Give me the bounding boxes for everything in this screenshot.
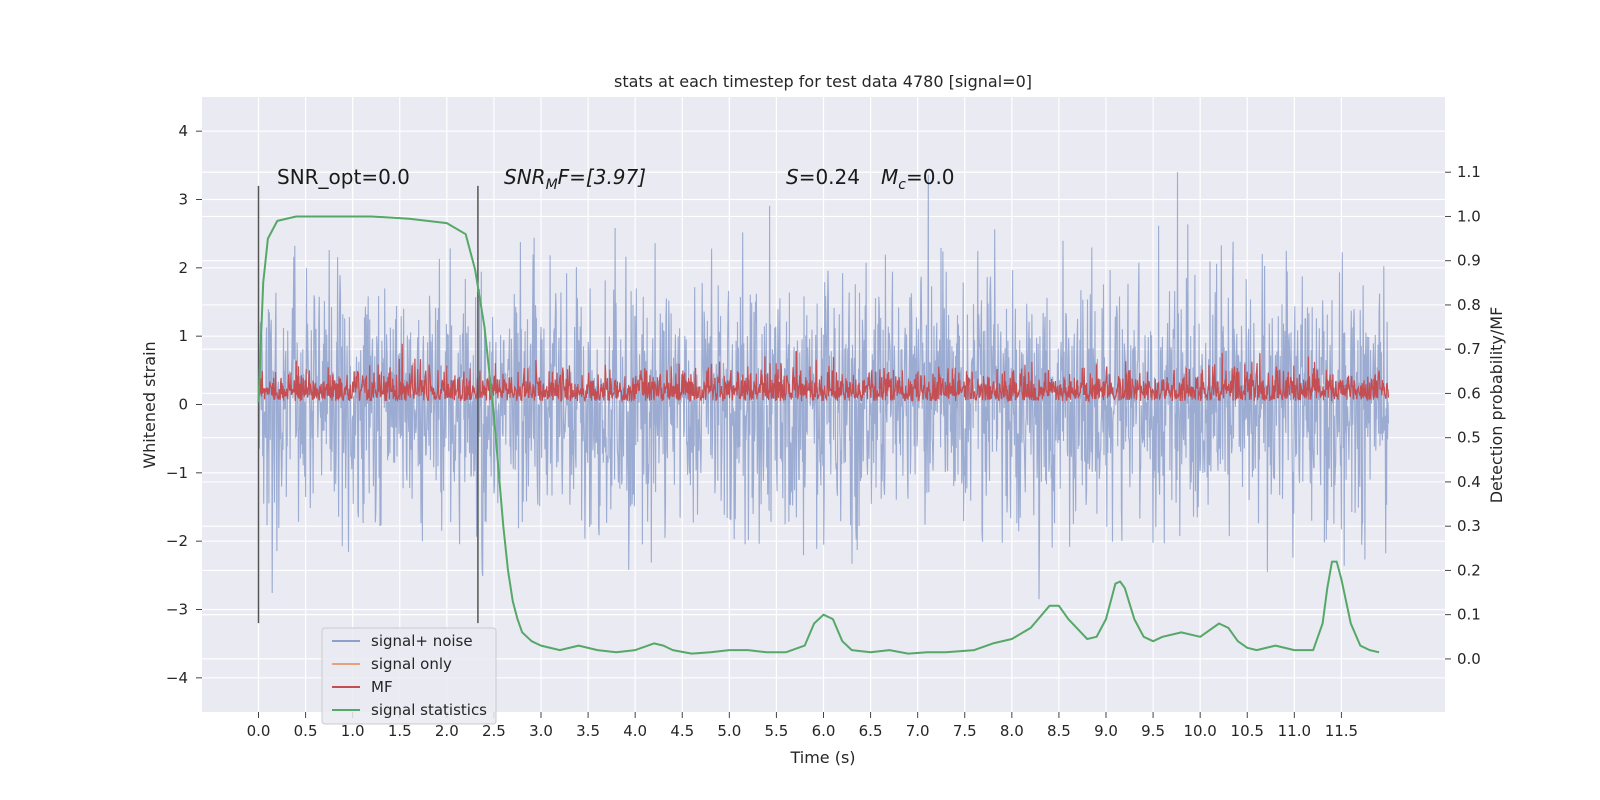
- mf-line: [257, 343, 1390, 403]
- y-tick-label: −2: [166, 532, 188, 550]
- x-tick-label: 7.5: [953, 722, 977, 740]
- legend: signal+ noise signal only MF signal stat…: [321, 627, 497, 725]
- y2-axis-label: Detection probability/MF: [1487, 307, 1506, 504]
- x-tick-label: 10.0: [1183, 722, 1216, 740]
- x-axis-label: Time (s): [789, 748, 855, 767]
- legend-label-signal-noise: signal+ noise: [371, 632, 473, 650]
- y2-tick-label: 0.6: [1457, 384, 1481, 402]
- y-tick-label: −1: [166, 464, 188, 482]
- x-tick-label: 1.0: [341, 722, 365, 740]
- y2-tick-label: 0.2: [1457, 561, 1481, 579]
- annotation-s-value: =0.24: [799, 165, 860, 189]
- y-axis-ticks: 4 3 2 1 0 −1 −2 −3 −4: [166, 122, 202, 687]
- x-tick-label: 5.5: [764, 722, 788, 740]
- x-tick-label: 4.0: [623, 722, 647, 740]
- y-tick-label: 0: [178, 396, 188, 414]
- signal-statistics-series: [257, 215, 1380, 655]
- y-tick-label: 3: [178, 191, 188, 209]
- y2-tick-label: 0.0: [1457, 650, 1481, 668]
- x-tick-label: 4.5: [670, 722, 694, 740]
- y2-tick-label: 1.1: [1457, 163, 1481, 181]
- chart-title: stats at each timestep for test data 478…: [614, 72, 1032, 91]
- y-tick-label: −4: [166, 669, 188, 687]
- legend-label-mf: MF: [371, 678, 393, 696]
- x-tick-label: 9.0: [1094, 722, 1118, 740]
- legend-box: [321, 627, 497, 725]
- x-tick-label: 6.5: [859, 722, 883, 740]
- x-tick-label: 0.5: [294, 722, 318, 740]
- y-tick-label: −3: [166, 601, 188, 619]
- x-tick-label: 10.5: [1231, 722, 1264, 740]
- x-tick-label: 5.0: [717, 722, 741, 740]
- x-tick-label: 8.5: [1047, 722, 1071, 740]
- annotation-s: S=0.24: [786, 165, 860, 189]
- y2-tick-label: 0.1: [1457, 606, 1481, 624]
- grid-lines: [202, 97, 1445, 712]
- x-tick-label: 3.5: [576, 722, 600, 740]
- y-axis-label: Whitened strain: [140, 341, 159, 468]
- y2-tick-label: 0.5: [1457, 429, 1481, 447]
- y-tick-label: 1: [178, 327, 188, 345]
- vertical-markers: [257, 185, 479, 624]
- y2-tick-label: 0.7: [1457, 340, 1481, 358]
- x-tick-label: 7.0: [906, 722, 930, 740]
- annotation-snr-mf: SNRMF=[3.97]: [504, 165, 646, 193]
- x-tick-label: 8.0: [1000, 722, 1024, 740]
- annotation-mc-sub: c: [898, 177, 906, 193]
- y2-axis-ticks: 1.1 1.0 0.9 0.8 0.7 0.6 0.5 0.4 0.3 0.2 0.1 0.0: [1445, 163, 1481, 668]
- y2-tick-label: 0.9: [1457, 252, 1481, 270]
- x-tick-label: 6.0: [812, 722, 836, 740]
- annotation-mc: Mc=0.0: [881, 165, 955, 193]
- x-axis-ticks: 0.0 0.5 1.0 1.5 2.0 2.5 3.0 3.5 4.0 4.5 5.0 5.5 6.0 6…: [247, 712, 1358, 740]
- y-tick-label: 2: [178, 259, 188, 277]
- y2-tick-label: 0.4: [1457, 473, 1481, 491]
- x-tick-label: 0.0: [247, 722, 271, 740]
- y-tick-label: 4: [178, 122, 188, 140]
- annotation-mc-value: =0.0: [906, 165, 955, 189]
- x-tick-label: 3.0: [529, 722, 553, 740]
- annotation-mc-label: M: [881, 165, 898, 189]
- x-tick-label: 2.0: [435, 722, 459, 740]
- y2-tick-label: 0.3: [1457, 517, 1481, 535]
- x-tick-label: 11.5: [1325, 722, 1358, 740]
- y2-tick-label: 0.8: [1457, 296, 1481, 314]
- x-tick-label: 11.0: [1278, 722, 1311, 740]
- signal-statistics-line: [257, 215, 1380, 655]
- annotation-snr-opt: SNR_opt=0.0: [277, 165, 410, 189]
- x-tick-label: 9.5: [1141, 722, 1165, 740]
- x-tick-label: 2.5: [482, 722, 506, 740]
- mf-series: [257, 343, 1390, 403]
- annotation-snr-mf-rest: F=[3.97]: [558, 165, 646, 189]
- legend-label-signal-only: signal only: [371, 655, 452, 673]
- annotation-snr-mf-sub: M: [546, 177, 558, 193]
- annotation-snr-mf-prefix: SNR: [504, 165, 546, 189]
- y2-tick-label: 1.0: [1457, 207, 1481, 225]
- annotation-s-label: S: [786, 165, 799, 189]
- legend-label-signal-statistics: signal statistics: [371, 701, 487, 719]
- x-tick-label: 1.5: [388, 722, 412, 740]
